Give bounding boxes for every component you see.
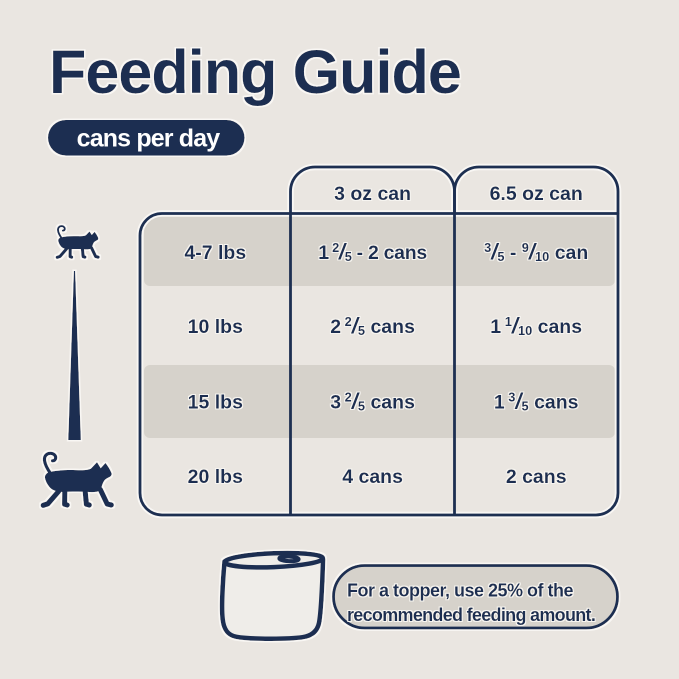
svg-text:20 lbs: 20 lbs [188, 466, 243, 488]
svg-text:4 cans: 4 cans [342, 466, 403, 488]
svg-text:1 1/10 cans: 1 1/10 cans [490, 313, 582, 338]
svg-text:recommended feeding amount.: recommended feeding amount. [347, 605, 595, 625]
svg-text:cans per day: cans per day [77, 125, 221, 153]
svg-text:3/5 - 9/10 can: 3/5 - 9/10 can [484, 239, 588, 264]
svg-text:1 3/5 cans: 1 3/5 cans [494, 388, 579, 413]
svg-text:10 lbs: 10 lbs [188, 316, 243, 338]
svg-text:3 2/5 cans: 3 2/5 cans [330, 388, 415, 413]
svg-text:For a topper, use 25% of the: For a topper, use 25% of the [347, 581, 574, 601]
svg-text:6.5 oz can: 6.5 oz can [490, 183, 583, 205]
svg-text:1 2/5 - 2 cans: 1 2/5 - 2 cans [318, 239, 427, 264]
svg-text:Feeding Guide: Feeding Guide [49, 38, 461, 106]
svg-text:2 cans: 2 cans [506, 466, 567, 488]
svg-text:3 oz can: 3 oz can [334, 183, 411, 205]
svg-text:15 lbs: 15 lbs [188, 391, 243, 413]
svg-text:4-7 lbs: 4-7 lbs [184, 242, 246, 264]
